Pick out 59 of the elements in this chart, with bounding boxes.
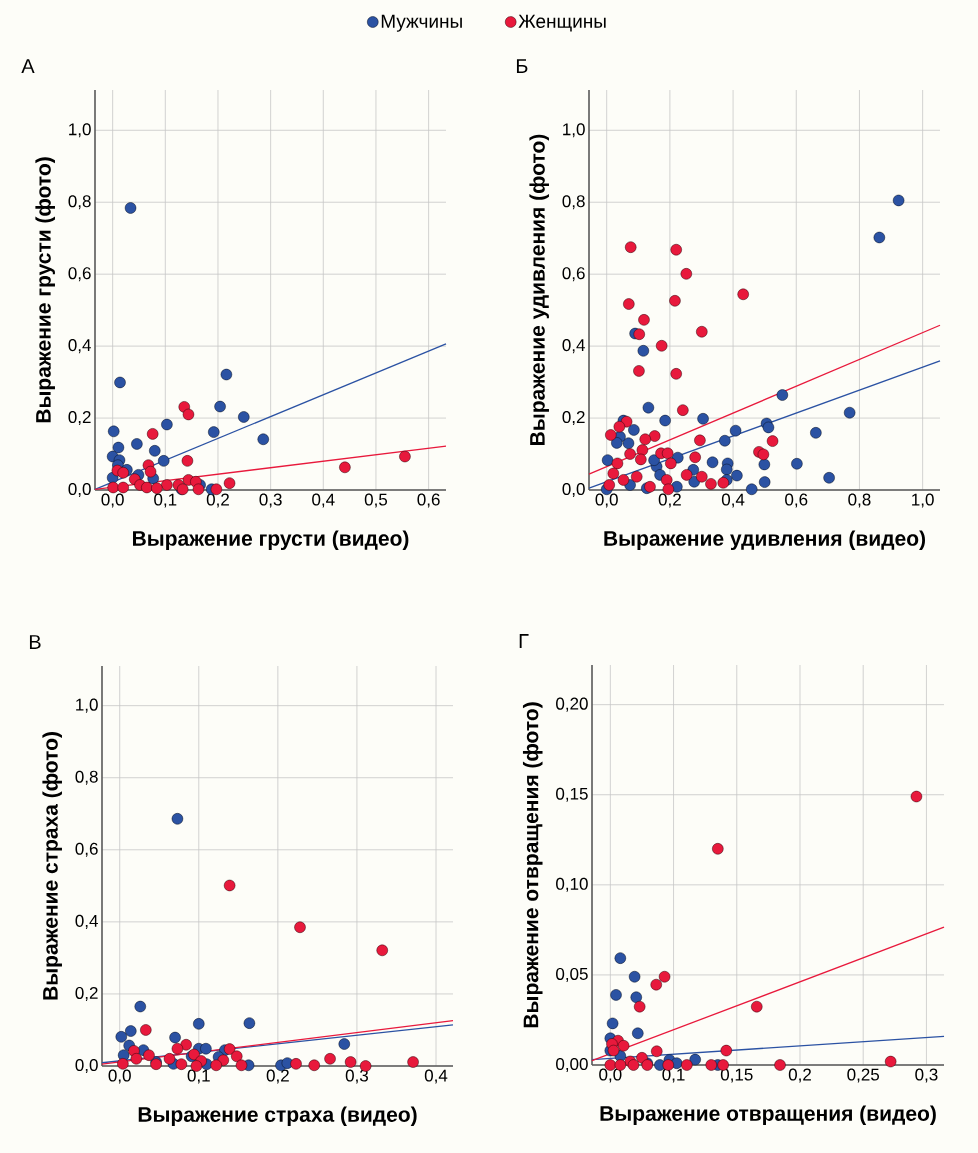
x-axis-title: Выражение страха (видео): [138, 1106, 417, 1127]
chart-title: Г: [519, 634, 529, 648]
x-tick-label: 0,3: [345, 1069, 368, 1084]
x-axis-title: Выражение отвращения (видео): [600, 1105, 936, 1126]
x-tick-label: 0,2: [788, 1068, 811, 1083]
x-tick-label: 1,0: [912, 493, 934, 508]
y-tick-label: 0,4: [75, 914, 98, 929]
y-tick-label: 1,0: [76, 698, 98, 713]
x-tick-label: 0,2: [658, 493, 681, 508]
y-tick-label: 0,6: [75, 842, 98, 857]
x-tick-label: 0,3: [915, 1068, 938, 1083]
y-axis-title: Выражение удивления (фото): [529, 134, 549, 445]
x-tick-label: 0,6: [417, 493, 440, 508]
legend-label: Мужчины: [381, 14, 462, 32]
y-tick-label: 0,15: [556, 787, 588, 802]
x-axis-title: Выражение удивления (видео): [604, 530, 926, 551]
y-tick-label: 0,6: [68, 267, 91, 282]
x-tick-label: 0,4: [424, 1069, 448, 1084]
y-tick-label: 0,8: [68, 195, 91, 210]
y-tick-label: 0,8: [75, 770, 98, 785]
x-axis-title: Выражение грусти (видео): [133, 530, 409, 551]
y-tick-label: 0,2: [562, 411, 585, 426]
y-tick-label: 0,05: [556, 967, 588, 982]
x-tick-label: 0,0: [108, 1069, 131, 1084]
x-tick-label: 0,4: [721, 493, 745, 508]
y-axis-title: Выражение грусти (фото): [35, 157, 55, 423]
x-tick-label: 0,3: [259, 493, 282, 508]
y-tick-label: 0,4: [562, 339, 585, 354]
y-tick-label: 0,2: [68, 411, 91, 426]
y-tick-label: 0,6: [562, 267, 585, 282]
y-tick-label: 1,0: [563, 123, 585, 138]
y-tick-label: 0,4: [68, 339, 91, 354]
chart-title: Б: [516, 59, 528, 73]
chart-title: В: [29, 635, 41, 649]
y-tick-label: 0,8: [562, 195, 585, 210]
y-tick-label: 0,00: [556, 1057, 588, 1073]
y-axis-title: Выражение страха (фото): [42, 732, 62, 1000]
x-tick-label: 0,2: [206, 493, 229, 508]
x-tick-label: 0,0: [101, 493, 124, 508]
legend-label: Женщины: [518, 14, 606, 32]
x-tick-label: 0,0: [595, 493, 618, 508]
x-tick-label: 0,8: [848, 493, 871, 508]
x-tick-label: 0,15: [720, 1068, 753, 1083]
x-tick-label: 0,0: [599, 1068, 622, 1083]
x-tick-label: 0,25: [847, 1068, 880, 1083]
y-tick-label: 0,20: [556, 697, 588, 712]
y-tick-label: 0,2: [75, 986, 98, 1001]
y-axis-title: Выражение отвращения (фото): [522, 702, 543, 1028]
x-tick-label: 0,6: [785, 493, 808, 508]
y-tick-label: 0,0: [68, 482, 91, 498]
chart-title: А: [21, 59, 35, 73]
y-tick-label: 0,10: [556, 877, 588, 892]
x-tick-label: 0,2: [266, 1069, 289, 1084]
x-tick-label: 0,4: [312, 493, 335, 508]
y-tick-label: 1,0: [69, 123, 91, 138]
x-tick-label: 0,1: [187, 1069, 210, 1084]
y-tick-label: 0,0: [562, 482, 585, 498]
x-tick-label: 0,1: [154, 493, 177, 508]
x-tick-label: 0,5: [364, 493, 388, 508]
